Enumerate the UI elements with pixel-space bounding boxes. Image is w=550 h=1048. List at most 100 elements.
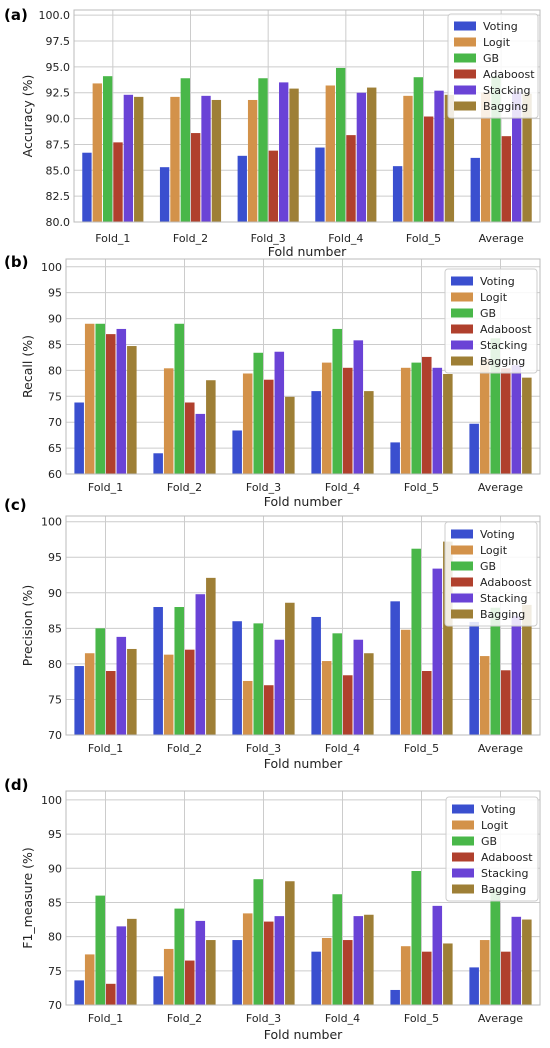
x-tick-label: Average	[478, 481, 523, 494]
bar-voting-fold_2	[153, 607, 163, 735]
bar-bagging-fold_5	[444, 94, 455, 222]
x-axis-label: Fold number	[264, 1027, 343, 1042]
legend-swatch-voting	[451, 276, 473, 286]
legend-label-logit: Logit	[480, 544, 508, 557]
bar-gb-fold_5	[411, 870, 421, 1005]
bar-adaboost-fold_3	[268, 150, 279, 222]
y-tick-label: 90.0	[46, 113, 71, 126]
legend-swatch-gb	[451, 561, 473, 571]
x-tick-label: Fold_3	[251, 232, 286, 245]
bar-stacking-fold_3	[274, 639, 285, 735]
legend-label-voting: Voting	[480, 275, 515, 288]
bar-bagging-fold_2	[206, 380, 216, 474]
legend-label-voting: Voting	[481, 803, 516, 816]
y-tick-label: 85	[48, 338, 62, 351]
bar-stacking-average	[511, 916, 522, 1005]
bar-adaboost-fold_5	[422, 951, 432, 1005]
legend-label-logit: Logit	[481, 819, 509, 832]
bar-stacking-fold_3	[274, 351, 285, 474]
legend-swatch-adaboost	[452, 852, 474, 862]
y-axis-label: Recall (%)	[20, 335, 35, 398]
y-tick-label: 80	[48, 658, 62, 671]
x-tick-label: Fold_1	[95, 232, 130, 245]
bar-bagging-fold_1	[127, 648, 137, 735]
x-tick-label: Fold_1	[88, 1012, 123, 1025]
bar-gb-fold_3	[253, 879, 263, 1005]
y-tick-label: 70	[48, 999, 62, 1012]
bar-logit-fold_1	[84, 653, 95, 735]
bar-voting-fold_4	[311, 616, 321, 735]
x-tick-label: Fold_2	[167, 481, 202, 494]
bar-adaboost-fold_5	[422, 356, 432, 474]
bar-voting-average	[469, 621, 479, 735]
chart-panel-4: (d) 70 75 80 85 90 95 100 Fold_1 Fold_2 Fold_3 Fold…	[4, 776, 541, 1042]
bar-voting-fold_1	[74, 402, 84, 474]
y-tick-label: 65	[48, 442, 62, 455]
x-tick-label: Average	[478, 742, 523, 755]
y-tick-label: 92.5	[46, 87, 71, 100]
legend-label-adaboost: Adaboost	[480, 576, 532, 589]
bar-gb-fold_2	[174, 908, 184, 1005]
panel-label: (c)	[4, 496, 27, 514]
y-tick-label: 80	[48, 931, 62, 944]
bar-bagging-fold_3	[285, 602, 295, 735]
plot-frame	[73, 9, 541, 223]
bar-stacking-fold_4	[353, 639, 364, 735]
bar-logit-fold_3	[242, 373, 253, 474]
bar-logit-average	[479, 940, 490, 1005]
legend-swatch-stacking	[452, 868, 474, 878]
y-tick-label: 100	[41, 516, 62, 529]
bar-bagging-fold_2	[206, 577, 216, 735]
bar-gb-average	[491, 76, 501, 222]
bar-voting-fold_1	[74, 666, 84, 735]
legend: Voting Logit GB Adaboost Stacking Bagging	[447, 13, 539, 119]
x-tick-label: Fold_3	[246, 481, 281, 494]
bar-gb-average	[490, 338, 500, 474]
bar-stacking-fold_3	[279, 82, 289, 222]
x-axis-label: Fold number	[268, 244, 347, 259]
bar-bagging-fold_5	[443, 943, 453, 1005]
bar-gb-fold_4	[332, 328, 342, 474]
x-tick-label: Fold_2	[167, 1012, 202, 1025]
bar-adaboost-average	[501, 951, 511, 1005]
bar-stacking-fold_4	[353, 340, 364, 474]
x-tick-label: Fold_1	[88, 481, 123, 494]
bar-gb-fold_1	[95, 895, 105, 1005]
x-tick-label: Fold_2	[167, 742, 202, 755]
x-tick-label: Fold_4	[325, 1012, 360, 1025]
legend: Voting Logit GB Adaboost Stacking Bagging	[445, 796, 539, 902]
bar-gb-fold_5	[411, 362, 421, 474]
bar-stacking-fold_1	[123, 94, 134, 222]
legend-label-stacking: Stacking	[480, 339, 527, 352]
bar-logit-fold_5	[400, 629, 411, 735]
legend-label-adaboost: Adaboost	[481, 851, 533, 864]
x-tick-label: Fold_5	[404, 1012, 439, 1025]
legend: Voting Logit GB Adaboost Stacking Bagging	[444, 268, 538, 374]
bar-logit-fold_5	[403, 95, 413, 222]
y-tick-label: 70	[48, 729, 62, 742]
bar-logit-fold_2	[163, 654, 174, 735]
y-tick-label: 97.5	[46, 35, 71, 48]
bar-voting-fold_5	[390, 442, 400, 474]
legend-swatch-gb	[452, 836, 474, 846]
legend-swatch-gb	[454, 53, 476, 63]
legend-label-voting: Voting	[483, 20, 518, 33]
bar-bagging-fold_1	[127, 918, 137, 1005]
bar-voting-fold_4	[315, 147, 325, 222]
legend: Voting Logit GB Adaboost Stacking Bagging	[444, 521, 538, 627]
bar-stacking-fold_5	[432, 905, 443, 1005]
bar-adaboost-average	[501, 368, 511, 474]
legend-label-bagging: Bagging	[481, 883, 526, 896]
bar-logit-fold_4	[325, 85, 335, 223]
x-tick-label: Fold_3	[246, 742, 281, 755]
legend-swatch-logit	[452, 820, 474, 830]
bar-adaboost-fold_2	[191, 133, 201, 222]
bar-bagging-fold_4	[364, 391, 374, 474]
bar-adaboost-fold_5	[422, 671, 432, 735]
x-axis-label: Fold number	[264, 494, 343, 509]
bar-gb-fold_1	[95, 323, 105, 474]
bar-bagging-fold_3	[285, 881, 295, 1005]
bar-adaboost-fold_2	[185, 960, 195, 1005]
legend-swatch-stacking	[451, 340, 473, 350]
y-tick-label: 80.0	[46, 216, 71, 229]
